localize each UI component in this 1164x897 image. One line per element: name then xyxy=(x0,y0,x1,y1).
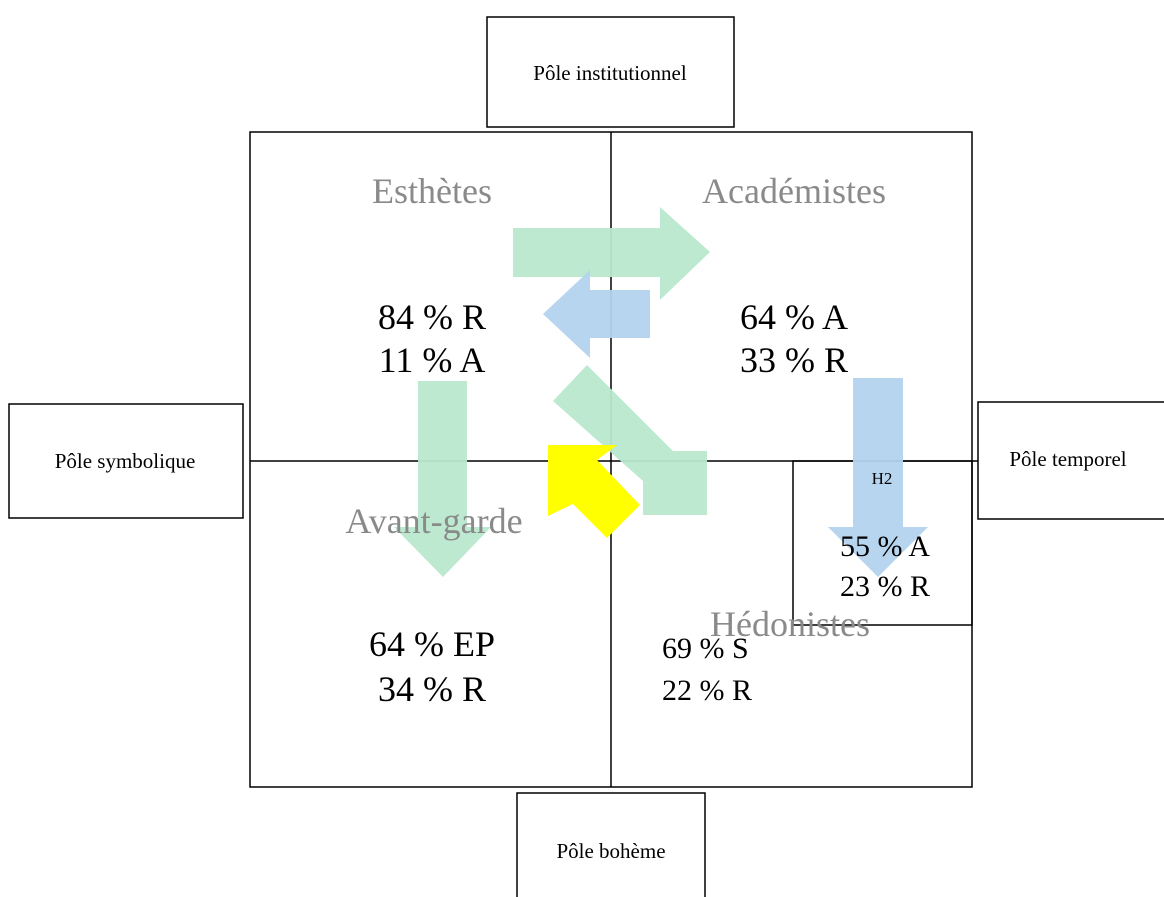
pole-left-box xyxy=(8,403,244,519)
quadrant-title-esthetes: Esthètes xyxy=(372,171,492,211)
stat-h2-line2: 23 % R xyxy=(840,570,930,603)
pole-top-label: Pôle institutionnel xyxy=(533,61,687,85)
pole-top-box xyxy=(486,16,735,128)
stat-academistes-line1: 64 % A xyxy=(740,297,848,337)
green-arrow-down xyxy=(394,381,491,577)
stat-academistes-line2: 33 % R xyxy=(740,340,848,380)
stat-avant-garde-line1: 64 % EP xyxy=(369,624,495,664)
yellow-arrow-up-left xyxy=(548,445,640,538)
green-arrow-right xyxy=(513,207,710,300)
pole-bottom-box xyxy=(516,792,706,897)
stat-h2-line1: 55 % A xyxy=(840,530,930,563)
pole-right-label: Pôle temporel xyxy=(1009,447,1126,471)
pole-bottom-label: Pôle bohème xyxy=(556,839,665,863)
stat-hedonistes-line1: 69 % S xyxy=(662,632,749,665)
quadrant-title-avant-garde: Avant-garde xyxy=(345,501,522,541)
pole-right-box xyxy=(977,401,1164,520)
stat-esthetes-line1: 84 % R xyxy=(378,297,486,337)
quadrant-title-academistes: Académistes xyxy=(702,171,886,211)
stat-hedonistes-line2: 22 % R xyxy=(662,674,752,707)
pole-left-label: Pôle symbolique xyxy=(55,449,196,473)
quadrant-title-hedonistes: Hédonistes xyxy=(710,604,870,644)
stat-esthetes-line2: 11 % A xyxy=(379,340,486,380)
sub-box-label: H2 xyxy=(872,469,893,488)
green-arrow-diagonal xyxy=(553,365,707,515)
blue-arrow-left xyxy=(543,270,650,358)
blue-arrow-down xyxy=(828,378,928,577)
stat-avant-garde-line2: 34 % R xyxy=(378,669,486,709)
